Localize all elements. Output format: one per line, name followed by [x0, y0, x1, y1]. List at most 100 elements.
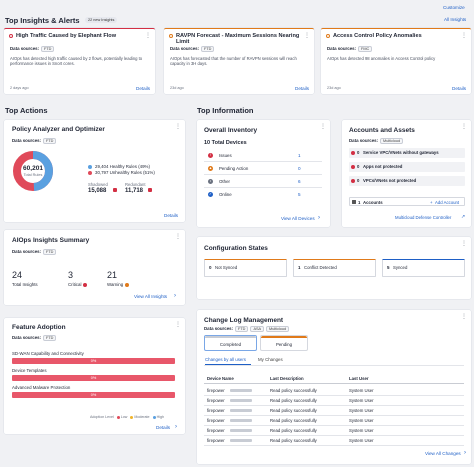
healthy-rules-label: 29,404 Healthy Rules (49%)	[95, 164, 150, 169]
adoption-bar: 0%	[12, 358, 175, 364]
kebab-menu-icon[interactable]: ⋮	[175, 124, 181, 130]
view-all-insights-link[interactable]: View All Insights	[134, 294, 168, 299]
device-name: firepower	[207, 428, 225, 433]
alert-icon	[351, 178, 355, 183]
pending-filter-button[interactable]: Pending	[260, 335, 308, 351]
add-account-link[interactable]: Add Account	[435, 199, 460, 205]
insight-card[interactable]: High Traffic Caused by Elephant Flow ⋮ Dat…	[4, 28, 155, 94]
critical-label: Critical	[68, 282, 82, 287]
inventory-count[interactable]: 6	[298, 179, 301, 184]
ds-label: Data sources:	[12, 138, 42, 144]
chevron-right-icon[interactable]: ›	[175, 424, 177, 430]
last-description: Read policy successfully	[270, 388, 317, 393]
kebab-menu-icon[interactable]: ⋮	[461, 241, 467, 247]
total-insights-label: Total Insights	[12, 282, 38, 287]
alert-label: Service VPC/VNets without gateways	[363, 150, 439, 155]
alert-icon	[326, 34, 330, 38]
config-state-tile[interactable]: 5 Synced	[382, 259, 465, 277]
customize-link[interactable]: Customize	[443, 5, 465, 10]
view-all-devices-link[interactable]: View All Devices	[281, 216, 315, 221]
insight-card[interactable]: RAVPN Forecast - Maximum Sessions Nearin…	[164, 28, 314, 94]
asset-alert-row[interactable]: 0 Apps not protected	[349, 162, 465, 172]
feature-label: Advanced Malware Protection	[12, 385, 71, 390]
alert-icon	[351, 164, 355, 169]
config-state-tile[interactable]: 0 Not Synced	[204, 259, 287, 277]
chevron-right-icon[interactable]: ›	[174, 293, 176, 299]
adoption-value: 0%	[90, 392, 97, 397]
accounts-assets-card: Accounts and Assets ⋮ Data sources: Multi…	[342, 120, 471, 227]
redacted-text	[230, 399, 252, 402]
chevron-right-icon[interactable]: ›	[318, 215, 320, 221]
total-insights-value: 24	[12, 270, 23, 280]
adoption-legend-title: Adoption Level	[90, 415, 114, 419]
kebab-menu-icon[interactable]: ⋮	[461, 33, 467, 39]
kebab-menu-icon[interactable]: ⋮	[175, 322, 181, 328]
chevron-right-icon[interactable]: ›	[464, 450, 466, 456]
external-link-icon[interactable]: ↗	[461, 214, 466, 220]
column-device-name[interactable]: Device Name	[207, 376, 234, 381]
column-last-description[interactable]: Last Description	[270, 376, 304, 381]
warning-value: 21	[107, 270, 118, 280]
legend-high: High	[156, 415, 164, 419]
adoption-bar: 0%	[12, 392, 175, 398]
kebab-menu-icon[interactable]: ⋮	[461, 124, 467, 130]
kebab-menu-icon[interactable]: ⋮	[175, 234, 181, 240]
column-last-user[interactable]: Last User	[349, 376, 369, 381]
tab-changes-by-all-users[interactable]: Changes by all users	[205, 357, 247, 362]
accounts-row: 1 Accounts + Add Account	[349, 197, 465, 206]
policy-details-link[interactable]: Details	[164, 213, 179, 218]
aiops-title: AIOps Insights Summary	[12, 237, 90, 244]
row-divider	[204, 161, 322, 162]
ds-label: Data sources:	[170, 46, 200, 52]
insight-card[interactable]: Access Control Policy Anomalies ⋮ Data sou…	[321, 28, 471, 94]
last-user: System User	[349, 388, 374, 393]
last-description: Read policy successfully	[270, 398, 317, 403]
kebab-menu-icon[interactable]: ⋮	[320, 124, 326, 130]
ds-label: Data sources:	[349, 138, 379, 144]
moderate-legend-swatch	[130, 415, 134, 419]
ds-tag-multicloud: Multicloud	[266, 326, 290, 332]
all-insights-link[interactable]: All Insights	[444, 17, 467, 22]
critical-value: 3	[68, 270, 74, 280]
inventory-count[interactable]: 5	[298, 192, 301, 197]
last-description: Read policy successfully	[270, 418, 317, 423]
policy-analyzer-card: Policy Analyzer and Optimizer ⋮ Data sou…	[4, 120, 185, 222]
insight-title: RAVPN Forecast - Maximum Sessions Nearin…	[176, 33, 300, 46]
changelog-title: Change Log Management	[204, 317, 284, 324]
ds-tag: FTD	[43, 335, 57, 341]
multicloud-defense-link[interactable]: Multicloud Defense Controller	[395, 215, 452, 220]
asset-alert-row[interactable]: 0 VPCs/VNets not protected	[349, 176, 465, 186]
redacted-text	[230, 419, 252, 422]
inventory-label: Issues	[219, 153, 232, 158]
overall-inventory-card: Overall Inventory ⋮ 10 Total Devices Vie…	[197, 120, 330, 227]
insight-details-link[interactable]: Details	[136, 86, 151, 91]
last-user: System User	[349, 438, 374, 443]
kebab-menu-icon[interactable]: ⋮	[304, 33, 310, 39]
ds-tag: Multicloud	[380, 138, 404, 144]
feature-adoption-card: Feature Adoption ⋮ Data sources: FTD Adop…	[4, 318, 185, 434]
adoption-bar: 0%	[12, 375, 175, 381]
inventory-count[interactable]: 0	[298, 166, 301, 171]
insight-details-link[interactable]: Details	[452, 86, 467, 91]
completed-filter-button[interactable]: Completed	[204, 335, 257, 351]
policy-title: Policy Analyzer and Optimizer	[12, 126, 105, 133]
ds-tag: FTD	[43, 138, 57, 144]
asset-alert-row[interactable]: 0 Service VPC/VNets without gateways	[349, 148, 465, 158]
configuration-states-card: Configuration States ⋮ 0 Not Synced 1 Confl…	[197, 237, 471, 299]
kebab-menu-icon[interactable]: ⋮	[461, 314, 467, 320]
total-devices: 10 Total Devices	[204, 140, 247, 146]
ds-label: Data sources:	[327, 46, 357, 52]
insight-title: High Traffic Caused by Elephant Flow	[16, 33, 117, 39]
other-icon: •	[208, 179, 213, 184]
feature-details-link[interactable]: Details	[156, 425, 171, 430]
insight-data-sources: Data sources: FMC	[327, 46, 373, 52]
kebab-menu-icon[interactable]: ⋮	[145, 33, 151, 39]
view-all-changes-link[interactable]: View All Changes	[425, 451, 461, 456]
plus-icon[interactable]: +	[430, 199, 433, 205]
feature-label: SD-WAN Capability and Connectivity	[12, 351, 84, 356]
config-state-tile[interactable]: 1 Conflict Detected	[293, 259, 376, 277]
insight-details-link[interactable]: Details	[295, 86, 310, 91]
tab-my-changes[interactable]: My Changes	[258, 357, 283, 362]
inventory-count[interactable]: 1	[298, 153, 301, 158]
critical-icon	[83, 282, 88, 287]
